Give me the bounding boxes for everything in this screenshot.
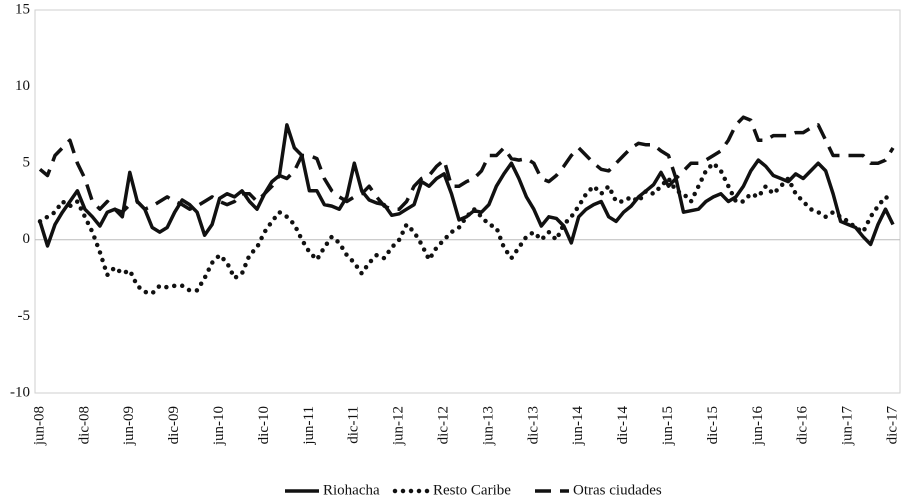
x-tick-label: dic-16 — [795, 406, 811, 445]
x-tick-label: jun-16 — [750, 406, 766, 447]
x-tick-label: jun-15 — [660, 406, 676, 446]
x-tick-label: dic-15 — [705, 406, 721, 444]
x-tick-label: dic-11 — [346, 406, 362, 444]
y-tick-label: 10 — [15, 78, 30, 94]
y-tick-label: 5 — [23, 155, 31, 171]
x-tick-label: jun-08 — [31, 406, 47, 446]
x-tick-label: dic-14 — [615, 406, 631, 445]
x-tick-label: jun-09 — [121, 406, 137, 446]
legend-label: Otras ciudades — [573, 482, 662, 498]
legend-label: Riohacha — [323, 482, 380, 498]
series-line — [37, 160, 896, 296]
x-tick-label: jun-14 — [570, 406, 586, 447]
series-line — [38, 115, 895, 214]
y-tick-label: 15 — [15, 1, 30, 17]
x-tick-label: dic-08 — [76, 406, 92, 444]
x-tick-label: dic-13 — [525, 406, 541, 444]
x-tick-label: jun-13 — [480, 406, 496, 446]
x-tick-label: jun-11 — [301, 406, 317, 446]
x-tick-label: dic-17 — [884, 406, 900, 445]
x-tick-label: jun-17 — [840, 406, 856, 447]
x-tick-label: jun-12 — [391, 406, 407, 446]
y-tick-label: -5 — [18, 308, 31, 324]
series-line — [38, 123, 895, 248]
x-tick-label: dic-12 — [435, 406, 451, 444]
legend-label: Resto Caribe — [433, 482, 511, 498]
y-tick-label: 0 — [23, 231, 31, 247]
x-tick-label: jun-10 — [211, 406, 227, 446]
y-tick-label: -10 — [10, 384, 30, 400]
plot-frame — [34, 9, 901, 394]
x-tick-label: dic-09 — [166, 406, 182, 444]
x-tick-label: dic-10 — [256, 406, 272, 444]
